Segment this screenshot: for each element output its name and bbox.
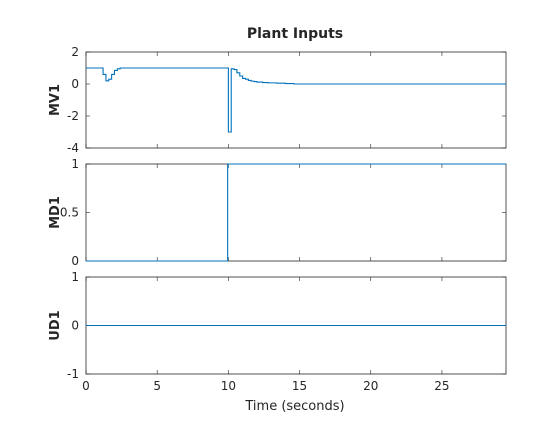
- mv1-y-axis-label: MV1: [48, 84, 63, 116]
- x-tick-label: 15: [292, 379, 307, 393]
- ud1-y-tick-label: -1: [67, 367, 79, 381]
- md1-y-axis-label: MD1: [48, 196, 63, 229]
- md1-y-tick-label: 0.5: [60, 206, 79, 220]
- x-tick-label: 25: [434, 379, 449, 393]
- x-tick-label: 5: [153, 379, 161, 393]
- mv1-y-tick-label: 0: [71, 77, 79, 91]
- md1-axes: 0 0.5 1 MD1: [48, 157, 507, 268]
- x-tick-label: 20: [363, 379, 378, 393]
- chart-title: Plant Inputs: [247, 26, 343, 42]
- ud1-y-tick-label: 1: [71, 270, 79, 284]
- x-tick-label: 10: [221, 379, 236, 393]
- ud1-y-axis-label: UD1: [48, 310, 63, 340]
- mv1-axes-box: [85, 51, 507, 149]
- ud1-y-tick-label: 0: [71, 319, 79, 333]
- md1-y-tick-label: 0: [71, 254, 79, 268]
- mv1-y-tick-label: -2: [67, 109, 79, 123]
- x-tick-label: 0: [82, 379, 90, 393]
- md1-series-line: [86, 163, 506, 262]
- md1-y-tick-label: 1: [71, 157, 79, 171]
- mv1-series-line: [86, 67, 506, 133]
- mv1-y-tick-label: -4: [67, 141, 79, 155]
- x-axis-label: Time (seconds): [244, 399, 344, 414]
- md1-axes-box: [85, 163, 507, 262]
- mv1-axes: -4 -2 0 2 MV1: [48, 45, 507, 155]
- mv1-y-tick-label: 2: [71, 45, 79, 59]
